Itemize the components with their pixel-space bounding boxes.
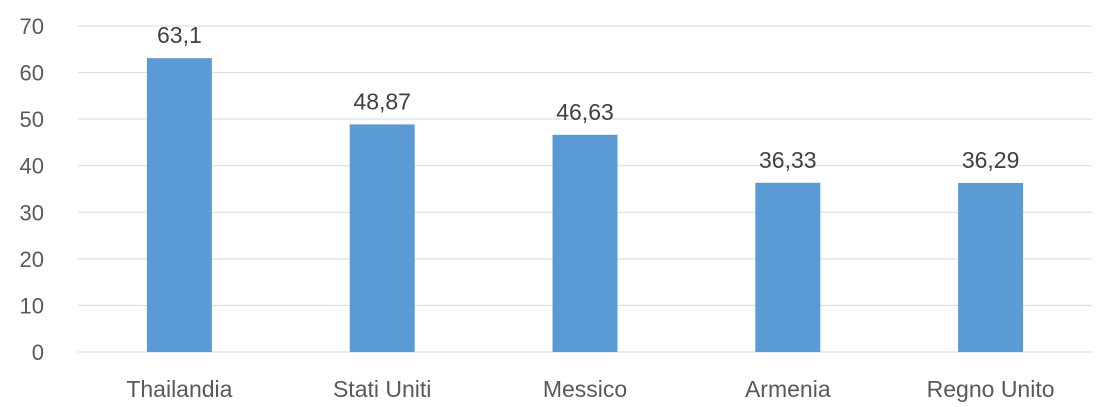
- data-label: 36,33: [759, 147, 817, 173]
- bar: [958, 182, 1024, 352]
- bar: [755, 182, 821, 352]
- y-tick-label: 60: [20, 61, 44, 86]
- y-tick-label: 20: [20, 247, 44, 272]
- x-tick-label: Stati Uniti: [333, 376, 431, 402]
- data-label: 36,29: [962, 147, 1020, 173]
- data-label: 48,87: [353, 88, 411, 114]
- y-tick-label: 30: [20, 200, 44, 225]
- data-label: 63,1: [157, 22, 202, 48]
- x-tick-label: Regno Unito: [927, 376, 1055, 402]
- x-tick-label: Messico: [543, 376, 627, 402]
- y-tick-label: 0: [32, 340, 44, 365]
- bar: [552, 134, 618, 352]
- y-axis-ticks: 0 10 20 30 40 50 60 70: [20, 14, 44, 365]
- y-tick-label: 10: [20, 293, 44, 318]
- y-tick-label: 40: [20, 154, 44, 179]
- bar: [349, 124, 415, 352]
- data-labels: 63,1 48,87 46,63 36,33 36,29: [157, 22, 1019, 173]
- x-axis-ticks: Thailandia Stati Uniti Messico Armenia Regno…: [126, 376, 1054, 402]
- y-tick-label: 70: [20, 14, 44, 39]
- x-tick-label: Armenia: [745, 376, 831, 402]
- bar: [146, 58, 212, 353]
- bars: [146, 58, 1024, 353]
- x-tick-label: Thailandia: [126, 376, 232, 402]
- y-tick-label: 50: [20, 107, 44, 132]
- data-label: 46,63: [556, 99, 614, 125]
